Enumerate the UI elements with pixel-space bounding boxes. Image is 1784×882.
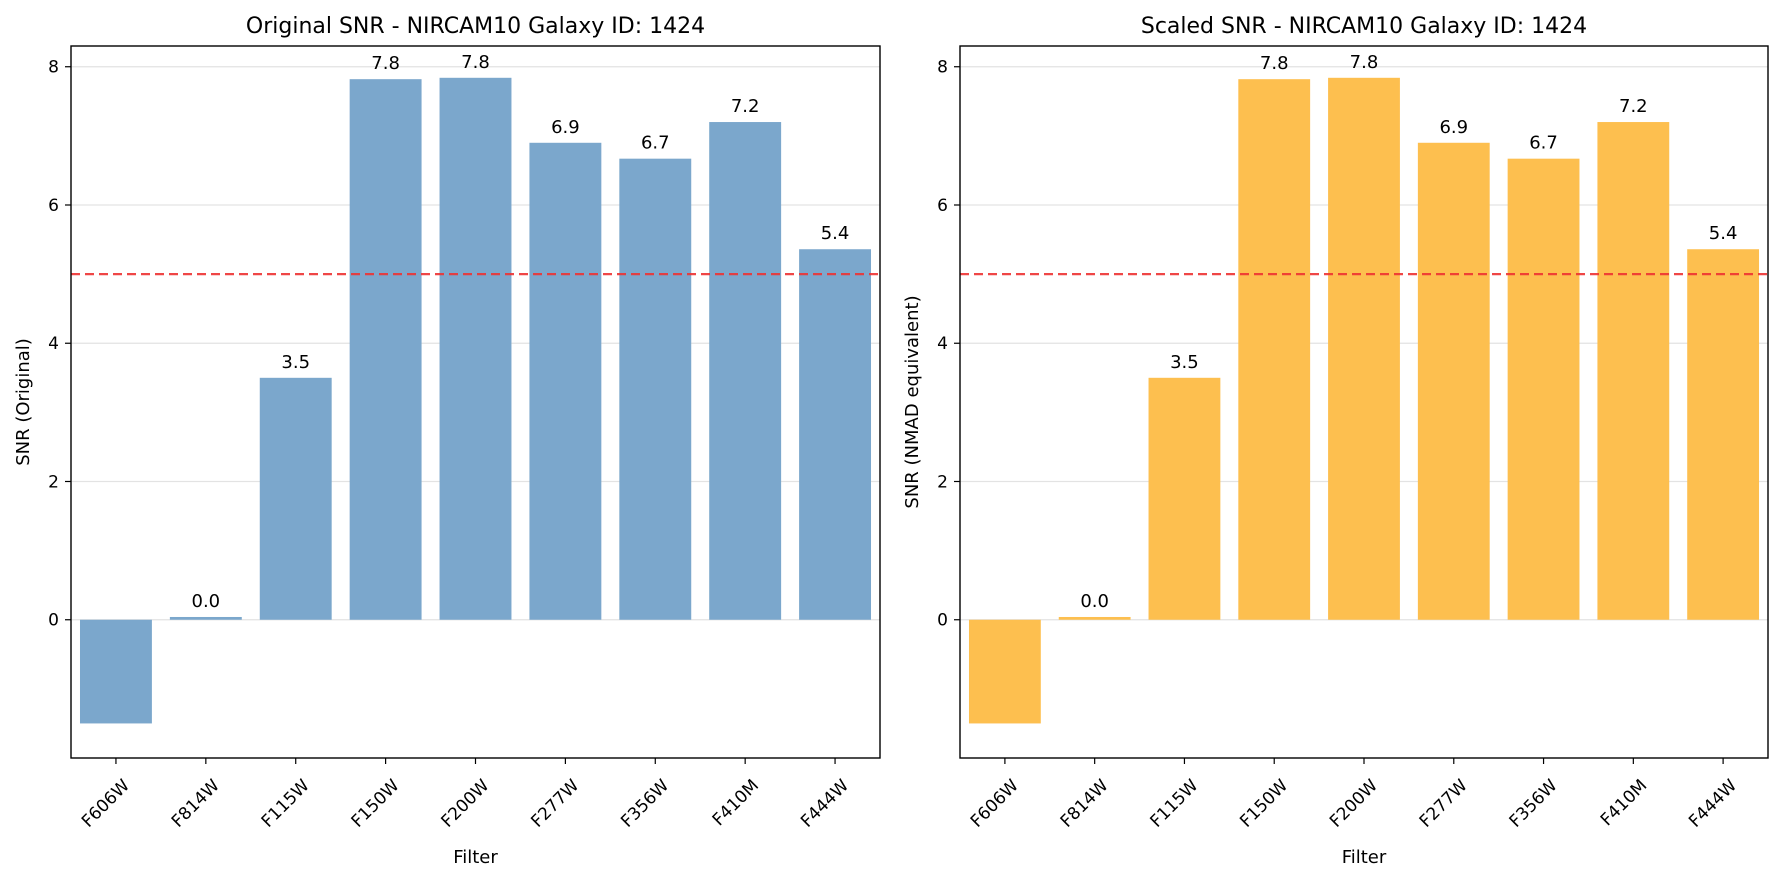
y-tick-label: 6 (48, 196, 59, 216)
y-tick-label: 8 (48, 58, 59, 78)
bar-f444w (799, 249, 872, 620)
y-tick-label: 4 (937, 334, 948, 354)
bar-value-label: 7.2 (731, 96, 760, 117)
bar-f814w (1058, 616, 1131, 620)
x-tick-label-f356w: F356W (617, 776, 673, 832)
y-tick-label: 8 (937, 58, 948, 78)
bar-f444w (1687, 249, 1760, 620)
bar-value-label: 7.8 (1260, 53, 1289, 74)
x-tick-label-f150w: F150W (1236, 776, 1292, 832)
bar-value-label: 6.7 (1529, 133, 1558, 154)
bar-f200w (1328, 77, 1400, 620)
bar-value-label: 0.0 (1080, 591, 1109, 612)
x-tick-label-f277w: F277W (527, 776, 583, 832)
y-tick-label: 0 (48, 611, 59, 631)
x-tick-label-f814w: F814W (1057, 776, 1113, 832)
x-tick-label-f444w: F444W (1685, 776, 1741, 832)
bar-f277w (1417, 142, 1490, 620)
bar-value-label: 0.0 (192, 591, 221, 612)
bar-value-label: 7.8 (1350, 52, 1379, 73)
bar-value-label: 6.9 (1439, 117, 1468, 138)
bar-f200w (439, 77, 512, 620)
chart-title: Scaled SNR - NIRCAM10 Galaxy ID: 1424 (1141, 14, 1587, 39)
chart-title: Original SNR - NIRCAM10 Galaxy ID: 1424 (246, 14, 705, 39)
y-tick-label: 2 (48, 472, 59, 492)
chart-panel-2: 0.0 3.5 7.8 7.8 6.9 6.7 7.2 5.4 0 2 4 6 8 F606W F814W F… (902, 14, 1769, 868)
bar-f115w (259, 377, 332, 620)
y-tick-label: 6 (937, 196, 948, 216)
bar-value-label: 6.7 (641, 133, 670, 154)
x-tick-label-f606w: F606W (78, 776, 134, 832)
bar-f356w (1507, 158, 1580, 620)
bar-value-label: 7.2 (1619, 96, 1648, 117)
y-axis-label: SNR (NMAD equivalent) (902, 295, 923, 508)
y-tick-label: 4 (48, 334, 59, 354)
x-tick-label-f150w: F150W (348, 776, 404, 832)
x-tick-label-f356w: F356W (1506, 776, 1562, 832)
x-tick-label-f277w: F277W (1416, 776, 1472, 832)
y-tick-label: 0 (937, 611, 948, 631)
bar-f814w (169, 616, 242, 620)
x-tick-label-f200w: F200W (1326, 776, 1382, 832)
bar-value-label: 5.4 (821, 223, 850, 244)
bar-value-label: 7.8 (461, 52, 490, 73)
bar-f115w (1148, 377, 1221, 620)
bar-f606w (968, 619, 1041, 724)
x-tick-label-f410m: F410M (1597, 776, 1651, 830)
x-tick-label-f606w: F606W (967, 776, 1023, 832)
x-tick-label-f814w: F814W (168, 776, 224, 832)
bar-f150w (1238, 79, 1311, 620)
bar-value-label: 5.4 (1709, 223, 1738, 244)
bar-value-label: 6.9 (551, 117, 580, 138)
x-axis-label: Filter (1342, 847, 1387, 868)
x-tick-label-f410m: F410M (709, 776, 763, 830)
x-tick-label-f444w: F444W (797, 776, 853, 832)
bar-f277w (529, 142, 602, 620)
bar-f410m (709, 122, 782, 620)
x-tick-label-f200w: F200W (438, 776, 494, 832)
y-axis-label: SNR (Original) (13, 338, 34, 466)
bar-value-label: 3.5 (1170, 352, 1199, 373)
chart-panel-1: 0.0 3.5 7.8 7.8 6.9 6.7 7.2 5.4 0 2 4 6 8 F606W F814W F… (13, 14, 881, 868)
bar-f356w (619, 158, 692, 620)
bar-f150w (349, 79, 422, 620)
x-tick-label-f115w: F115W (258, 776, 314, 832)
y-tick-label: 2 (937, 472, 948, 492)
bar-value-label: 7.8 (371, 53, 400, 74)
x-tick-label-f115w: F115W (1147, 776, 1203, 832)
x-axis-label: Filter (453, 847, 498, 868)
bar-f606w (79, 619, 152, 724)
bar-f410m (1597, 122, 1670, 620)
bar-value-label: 3.5 (281, 352, 310, 373)
